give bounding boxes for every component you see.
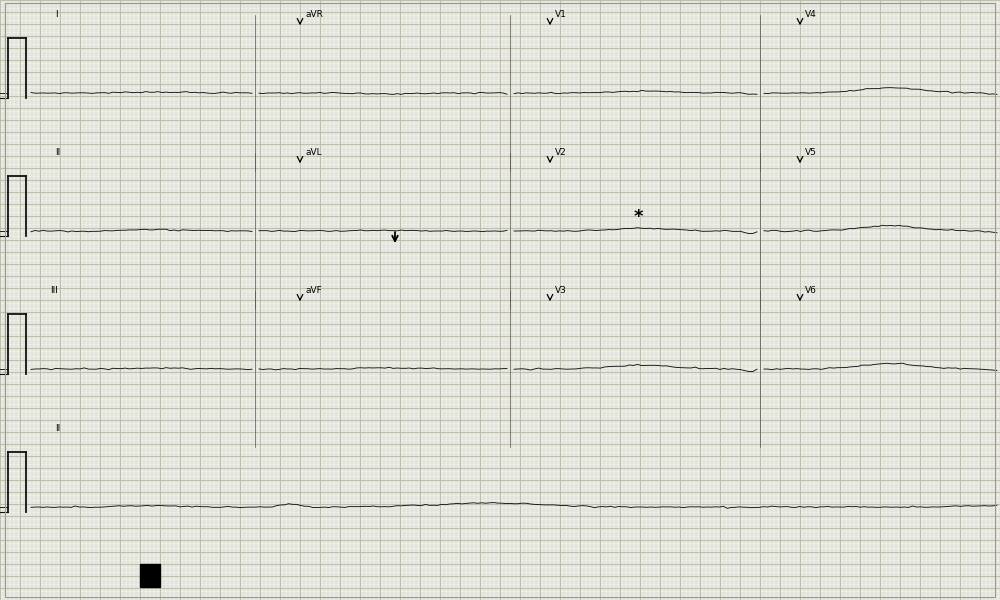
Text: aVF: aVF [305,286,322,295]
Text: *: * [633,208,643,226]
Text: I: I [55,10,58,19]
Text: V3: V3 [555,286,567,295]
Text: V1: V1 [555,10,567,19]
Text: V5: V5 [805,148,817,157]
Text: V4: V4 [805,10,817,19]
Text: aVR: aVR [305,10,323,19]
Text: II: II [55,424,60,433]
Text: III: III [50,286,58,295]
Bar [140,564,160,587]
Text: II: II [55,148,60,157]
Text: aVL: aVL [305,148,322,157]
Text: V2: V2 [555,148,567,157]
Text: V6: V6 [805,286,817,295]
